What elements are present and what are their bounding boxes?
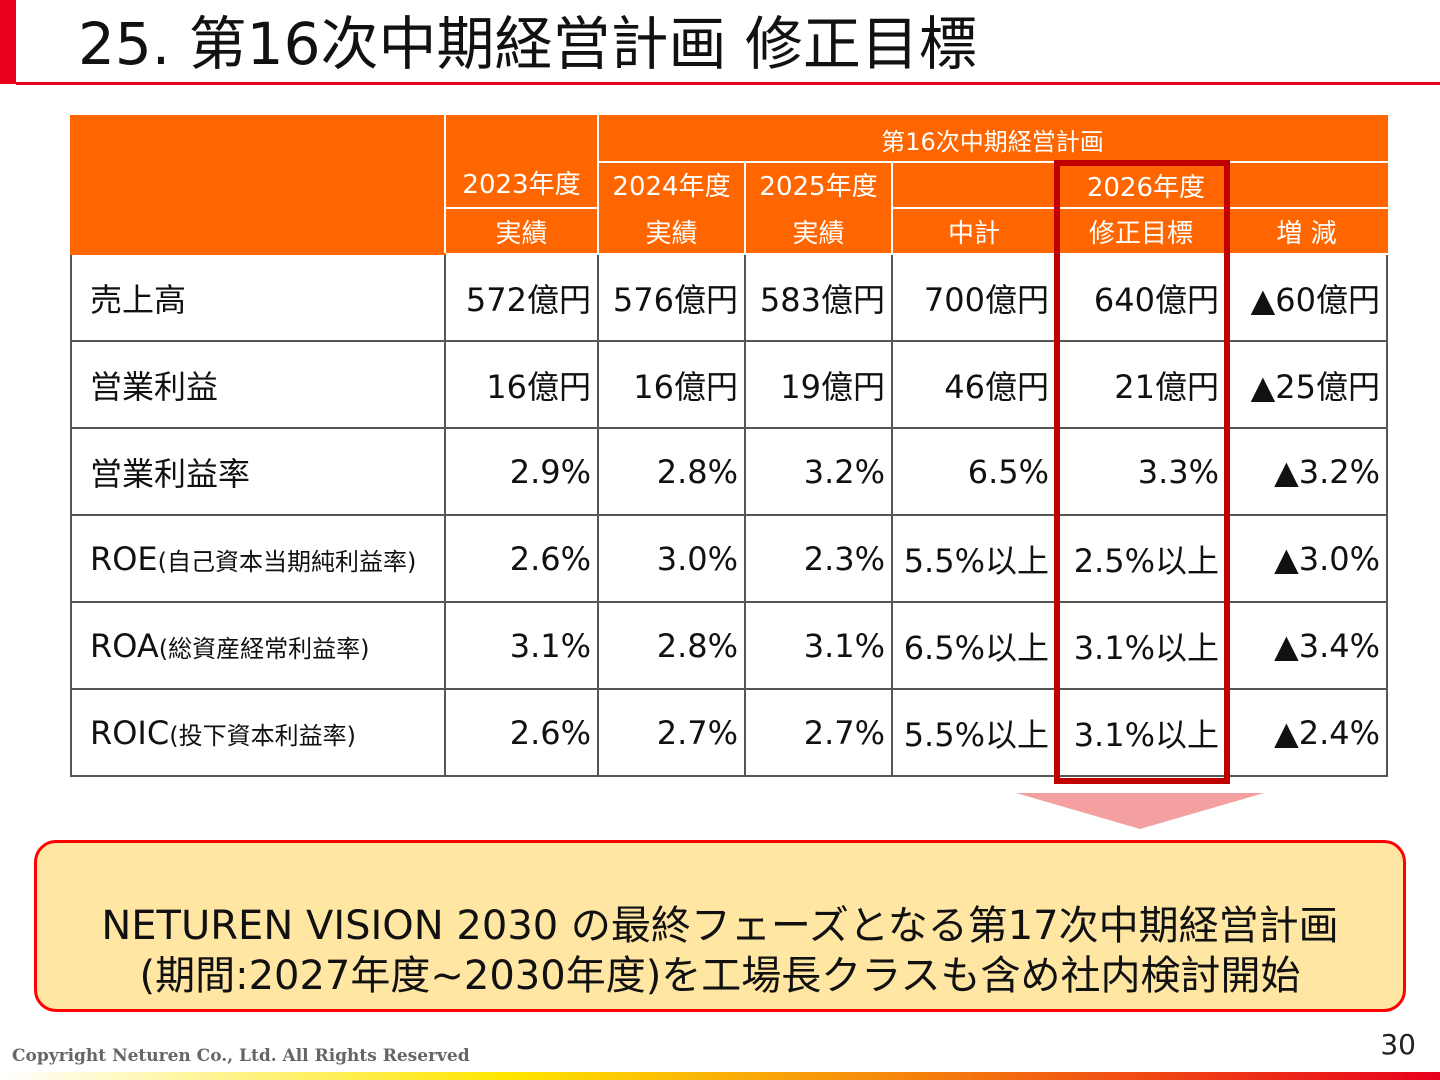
header-fy2024-actual: 実績 [645,219,698,249]
cell-fy2024: 3.0% [597,514,746,603]
row-label-main: ROE [90,539,158,578]
table-row: ROA(総資産経常利益率) 3.1% 2.8% 3.1% 6.5%以上 3.1%以上 ▲3.… [70,601,1389,690]
down-arrow-icon [1016,793,1264,829]
header-fy2024-year: 2024年度 [612,172,731,202]
title-underline [16,82,1440,85]
row-label-main: 営業利益率 [90,454,251,493]
header-revised-target: 修正目標 [1055,207,1227,255]
copyright-notice: Copyright Neturen Co., Ltd. All Rights R… [12,1046,470,1066]
cell-fy2024: 2.8% [597,427,746,516]
cell-fy2024: 2.8% [597,601,746,690]
footer-gradient-bar [0,1072,1440,1080]
cell-change: ▲25億円 [1224,340,1389,429]
row-label-sub: (投下資本利益率) [169,721,356,750]
cell-fy2023: 2.6% [444,514,599,603]
row-label: 営業利益 [70,340,446,429]
mid-term-plan-table: 2023年度 第16次中期経営計画 2024年度 実績 2025年度 実績 20… [70,115,1389,777]
cell-fy2023: 16億円 [444,340,599,429]
row-label-main: 営業利益 [90,367,219,406]
next-plan-callout: NETUREN VISION 2030 の最終フェーズとなる第17次中期経営計画… [34,840,1406,1012]
cell-revised: 2.5%以上 [1055,514,1227,603]
header-change: 増 減 [1224,207,1389,255]
cell-fy2023: 2.6% [444,688,599,777]
row-label-main: ROA [90,626,159,665]
cell-mid-plan: 6.5%以上 [891,601,1057,690]
cell-change: ▲60億円 [1224,253,1389,342]
header-change-spacer [1224,161,1389,209]
cell-fy2025: 583億円 [744,253,893,342]
fy2026-revised-highlight-box [1054,160,1230,784]
cell-fy2024: 2.7% [597,688,746,777]
row-label-sub: (自己資本当期純利益率) [157,547,417,576]
cell-revised: 3.3% [1055,427,1227,516]
row-label: ROE(自己資本当期純利益率) [70,514,446,603]
title-accent-bar [0,0,16,84]
row-label-sub: (総資産経常利益率) [158,634,370,663]
cell-mid-plan: 46億円 [891,340,1057,429]
cell-revised: 3.1%以上 [1055,601,1227,690]
cell-fy2024: 576億円 [597,253,746,342]
cell-fy2023: 2.9% [444,427,599,516]
cell-revised: 21億円 [1055,340,1227,429]
row-label-main: 売上高 [90,280,187,319]
cell-revised: 3.1%以上 [1055,688,1227,777]
header-fy2025-year: 2025年度 [759,172,878,202]
callout-line-1: NETUREN VISION 2030 の最終フェーズとなる第17次中期経営計画 [101,903,1339,949]
table-row: 売上高 572億円 576億円 583億円 700億円 640億円 ▲60億円 [70,253,1389,342]
cell-fy2025: 2.7% [744,688,893,777]
header-mid-plan: 中計 [891,207,1057,255]
table-row: ROE(自己資本当期純利益率) 2.6% 3.0% 2.3% 5.5%以上 2.5%以上 ▲… [70,514,1389,603]
page-number: 30 [1380,1028,1416,1061]
cell-fy2025: 3.1% [744,601,893,690]
header-plan-group: 第16次中期経営計画 [596,115,1389,163]
header-fy2025-actual: 実績 [792,219,845,249]
page-title: 25. 第16次中期経営計画 修正目標 [78,10,977,78]
cell-mid-plan: 5.5%以上 [891,688,1057,777]
cell-fy2023: 3.1% [444,601,599,690]
cell-change: ▲3.4% [1224,601,1389,690]
cell-fy2025: 19億円 [744,340,893,429]
callout-line-2: (期間:2027年度~2030年度)を工場長クラスも含め社内検討開始 [139,953,1301,999]
cell-fy2023: 572億円 [444,253,599,342]
cell-change: ▲3.0% [1224,514,1389,603]
cell-mid-plan: 700億円 [891,253,1057,342]
cell-fy2024: 16億円 [597,340,746,429]
cell-mid-plan: 5.5%以上 [891,514,1057,603]
header-fy2024: 2024年度 実績 [597,161,746,255]
table-row: ROIC(投下資本利益率) 2.6% 2.7% 2.7% 5.5%以上 3.1%以上 ▲2.… [70,688,1389,777]
row-label: ROA(総資産経常利益率) [70,601,446,690]
row-label: 営業利益率 [70,427,446,516]
cell-fy2025: 2.3% [744,514,893,603]
header-fy2025: 2025年度 実績 [744,161,893,255]
header-corner [70,115,446,255]
row-label: ROIC(投下資本利益率) [70,688,446,777]
header-fy2023: 2023年度 [444,115,599,209]
cell-change: ▲2.4% [1224,688,1389,777]
row-label-main: ROIC [90,713,170,752]
cell-fy2025: 3.2% [744,427,893,516]
cell-change: ▲3.2% [1224,427,1389,516]
table-body: 売上高 572億円 576億円 583億円 700億円 640億円 ▲60億円営業利益 16億… [70,253,1389,777]
header-fy2023-actual: 実績 [444,207,599,255]
table-row: 営業利益率 2.9% 2.8% 3.2% 6.5% 3.3% ▲3.2% [70,427,1389,516]
cell-revised: 640億円 [1055,253,1227,342]
table-row: 営業利益 16億円 16億円 19億円 46億円 21億円 ▲25億円 [70,340,1389,429]
cell-mid-plan: 6.5% [891,427,1057,516]
row-label: 売上高 [70,253,446,342]
